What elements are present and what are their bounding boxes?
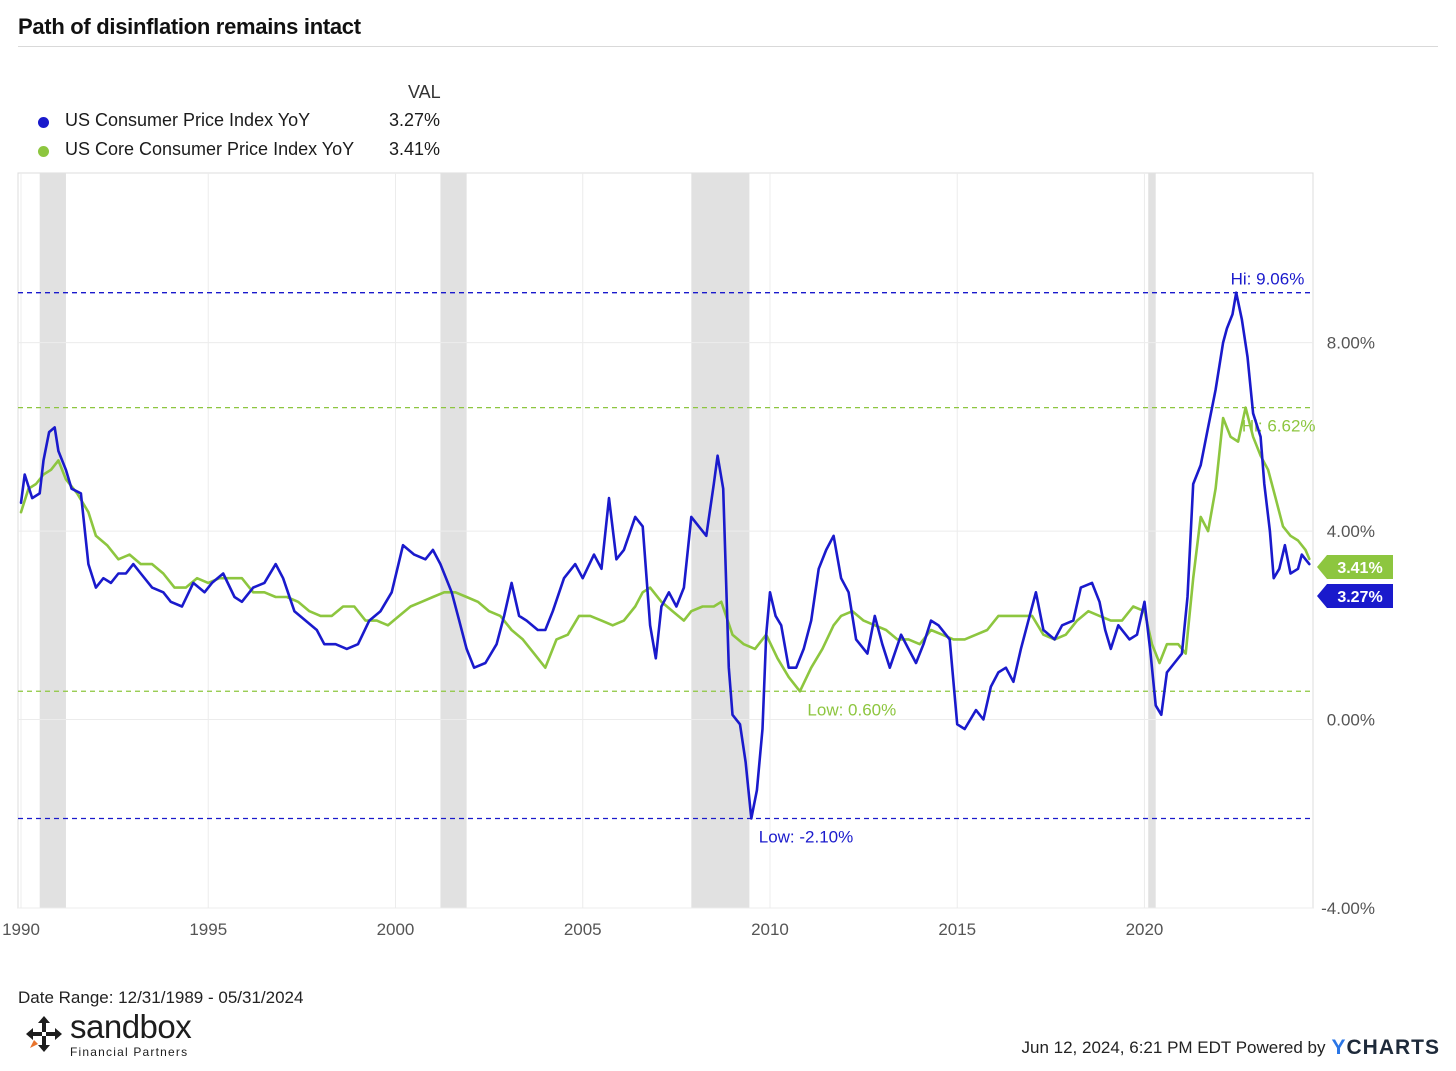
recession-band-1 xyxy=(440,173,467,908)
sandbox-logo: sandbox Financial Partners xyxy=(22,1008,222,1062)
footer-timestamp: Jun 12, 2024, 6:21 PM EDT Powered by xyxy=(1021,1038,1326,1057)
end-value-tag-1 xyxy=(1317,584,1393,608)
y-tick-label-3: -4.00% xyxy=(1321,899,1375,918)
legend-label-cpi: US Consumer Price Index YoY xyxy=(65,110,311,130)
reference-label-2: Low: 0.60% xyxy=(807,700,896,719)
legend-dot-core-cpi xyxy=(38,146,49,157)
chart-area: 1990 1995 2000 2005 2010 2015 2020 8.00% 4.00% 0.… xyxy=(2,172,1393,939)
title-divider xyxy=(18,46,1438,47)
logo-wordmark: sandbox xyxy=(70,1008,192,1045)
x-tick-label-2010: 2010 xyxy=(751,920,789,939)
legend-label-core-cpi: US Core Consumer Price Index YoY xyxy=(65,139,355,159)
recession-band-3 xyxy=(1148,173,1156,908)
end-value-label-0: 3.41% xyxy=(1337,560,1382,577)
legend-value-core-cpi: 3.41% xyxy=(388,139,440,159)
series-line-cpi xyxy=(19,291,1311,820)
recession-band-0 xyxy=(39,173,66,908)
x-tick-label-2005: 2005 xyxy=(564,920,602,939)
date-range: Date Range: 12/31/1989 - 05/31/2024 xyxy=(18,988,304,1007)
reference-label-0: Hi: 9.06% xyxy=(1231,270,1305,289)
legend-value-cpi: 3.27% xyxy=(388,110,440,130)
reference-label-3: Low: -2.10% xyxy=(759,827,854,846)
y-tick-label-0: 8.00% xyxy=(1327,334,1375,353)
legend-value-header: VAL xyxy=(408,82,441,102)
series-line-core-cpi xyxy=(19,406,1311,693)
x-tick-label-2000: 2000 xyxy=(377,920,415,939)
ycharts-logo-y: Y xyxy=(1331,1036,1347,1059)
end-value-tag-0 xyxy=(1317,555,1393,579)
y-tick-label-2: 0.00% xyxy=(1327,711,1375,730)
end-value-label-1: 3.27% xyxy=(1337,589,1382,606)
reference-label-1: Hi: 6.62% xyxy=(1242,417,1316,436)
ycharts-logo[interactable]: YCHARTS xyxy=(1331,1036,1440,1060)
plot-frame xyxy=(17,172,1314,909)
logo-subtitle: Financial Partners xyxy=(70,1045,189,1059)
chart-title: Path of disinflation remains intact xyxy=(18,14,361,39)
ycharts-logo-text: CHARTS xyxy=(1346,1036,1440,1059)
x-tick-label-2015: 2015 xyxy=(938,920,976,939)
x-tick-label-1995: 1995 xyxy=(189,920,227,939)
legend-item-cpi[interactable]: US Consumer Price Index YoY 3.27% xyxy=(30,110,450,134)
y-tick-label-1: 4.00% xyxy=(1327,522,1375,541)
x-tick-label-1990: 1990 xyxy=(2,920,40,939)
sandbox-arrows-icon xyxy=(26,1016,62,1052)
footer-attribution: Jun 12, 2024, 6:21 PM EDT Powered by YCH… xyxy=(1022,1036,1441,1060)
legend-item-core-cpi[interactable]: US Core Consumer Price Index YoY 3.41% xyxy=(30,139,450,163)
legend-dot-cpi xyxy=(38,117,49,128)
recession-band-2 xyxy=(691,173,750,908)
x-tick-label-2020: 2020 xyxy=(1126,920,1164,939)
